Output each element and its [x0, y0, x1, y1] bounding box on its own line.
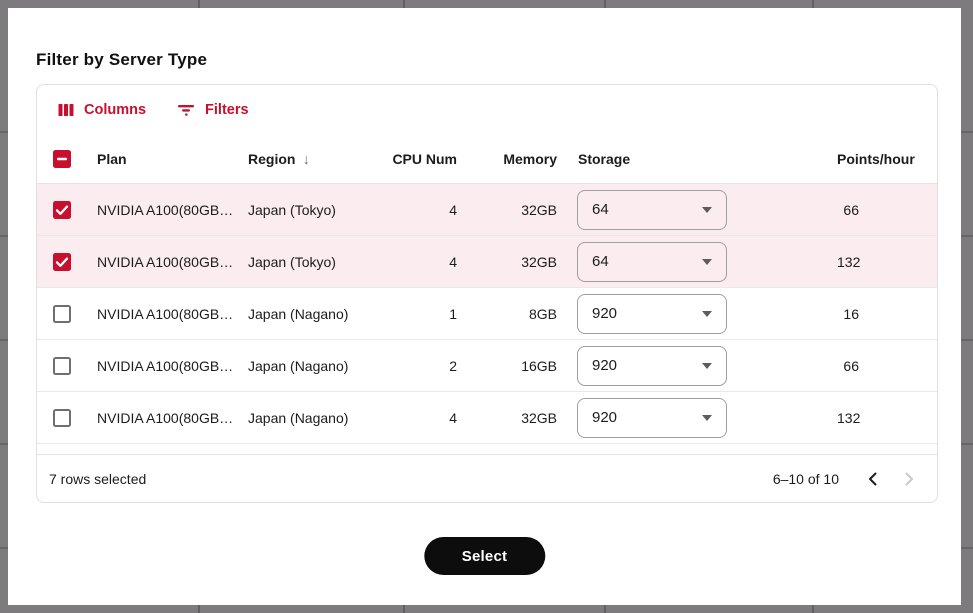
storage-select-value: 920	[592, 305, 618, 322]
memory-cell: 32GB	[521, 409, 557, 426]
cpu-cell: 4	[449, 253, 457, 270]
columns-icon	[57, 101, 75, 119]
dropdown-arrow-icon	[702, 414, 712, 421]
filter-dialog: Filter by Server Type Columns Filters	[8, 8, 961, 605]
storage-select[interactable]: 920	[577, 397, 727, 438]
cpu-cell: 4	[449, 201, 457, 218]
select-all-checkbox[interactable]	[52, 149, 72, 169]
pagination-range-text: 6–10 of 10	[772, 470, 839, 487]
storage-select-value: 64	[592, 201, 609, 218]
storage-select[interactable]: 920	[577, 293, 727, 334]
server-type-table: Columns Filters Plan Region ↓ CPU Num Mem…	[36, 84, 938, 503]
storage-select-value: 920	[592, 357, 618, 374]
cpu-cell: 4	[449, 409, 457, 426]
column-header-memory[interactable]: Memory	[503, 151, 557, 167]
table-row[interactable]: NVIDIA A100(80GB… Japan (Tokyo) 4 32GB 6…	[37, 184, 937, 236]
dialog-title: Filter by Server Type	[36, 50, 208, 69]
storage-select-value: 920	[592, 409, 618, 426]
points-cell: 132	[837, 409, 861, 426]
region-cell: Japan (Tokyo)	[248, 253, 336, 270]
table-toolbar: Columns Filters	[37, 85, 937, 135]
table-scroll-filler	[37, 444, 937, 454]
columns-button[interactable]: Columns	[49, 95, 154, 125]
chevron-right-icon	[905, 472, 913, 485]
row-checkbox[interactable]	[52, 356, 72, 376]
region-cell: Japan (Tokyo)	[248, 201, 336, 218]
storage-select-value: 64	[592, 253, 609, 270]
points-cell: 16	[843, 305, 859, 322]
table-row[interactable]: NVIDIA A100(80GB… Japan (Nagano) 2 16GB …	[37, 340, 937, 392]
region-cell: Japan (Nagano)	[248, 305, 349, 322]
columns-button-label: Columns	[84, 102, 147, 118]
memory-cell: 8GB	[528, 305, 557, 322]
memory-cell: 32GB	[521, 253, 557, 270]
region-cell: Japan (Nagano)	[248, 357, 349, 374]
plan-cell: NVIDIA A100(80GB…	[97, 305, 234, 322]
plan-cell: NVIDIA A100(80GB…	[97, 357, 234, 374]
memory-cell: 16GB	[521, 357, 557, 374]
region-cell: Japan (Nagano)	[248, 409, 349, 426]
row-checkbox[interactable]	[52, 304, 72, 324]
row-checkbox[interactable]	[52, 252, 72, 272]
sort-desc-icon[interactable]: ↓	[302, 150, 310, 168]
plan-cell: NVIDIA A100(80GB…	[97, 409, 234, 426]
row-checkbox[interactable]	[52, 408, 72, 428]
column-header-cpu[interactable]: CPU Num	[392, 151, 457, 167]
table-row[interactable]: NVIDIA A100(80GB… Japan (Tokyo) 4 32GB 6…	[37, 236, 937, 288]
dropdown-arrow-icon	[702, 310, 712, 317]
memory-cell: 32GB	[521, 201, 557, 218]
storage-select[interactable]: 64	[577, 241, 727, 282]
table-header-row: Plan Region ↓ CPU Num Memory Storage Poin…	[37, 135, 937, 184]
filters-button-label: Filters	[205, 102, 249, 118]
column-header-plan[interactable]: Plan	[97, 151, 127, 167]
chevron-left-icon	[869, 472, 877, 485]
column-header-points[interactable]: Points/hour	[837, 151, 915, 167]
points-cell: 132	[837, 253, 861, 270]
dropdown-arrow-icon	[702, 258, 712, 265]
filter-icon	[176, 101, 196, 119]
column-header-region[interactable]: Region ↓	[248, 150, 310, 168]
points-cell: 66	[843, 201, 859, 218]
table-footer: 7 rows selected 6–10 of 10	[37, 454, 937, 502]
storage-select[interactable]: 64	[577, 189, 727, 230]
dropdown-arrow-icon	[702, 206, 712, 213]
select-button[interactable]: Select	[423, 537, 546, 575]
previous-page-button[interactable]	[855, 461, 891, 497]
dropdown-arrow-icon	[702, 362, 712, 369]
cpu-cell: 1	[449, 305, 457, 322]
plan-cell: NVIDIA A100(80GB…	[97, 253, 234, 270]
rows-selected-text: 7 rows selected	[49, 470, 147, 487]
plan-cell: NVIDIA A100(80GB…	[97, 201, 234, 218]
storage-select[interactable]: 920	[577, 345, 727, 386]
filters-button[interactable]: Filters	[168, 95, 257, 125]
table-row[interactable]: NVIDIA A100(80GB… Japan (Nagano) 1 8GB 9…	[37, 288, 937, 340]
table-row[interactable]: NVIDIA A100(80GB… Japan (Nagano) 4 32GB …	[37, 392, 937, 444]
points-cell: 66	[843, 357, 859, 374]
row-checkbox[interactable]	[52, 200, 72, 220]
next-page-button[interactable]	[891, 461, 927, 497]
cpu-cell: 2	[449, 357, 457, 374]
column-header-storage[interactable]: Storage	[578, 151, 631, 167]
